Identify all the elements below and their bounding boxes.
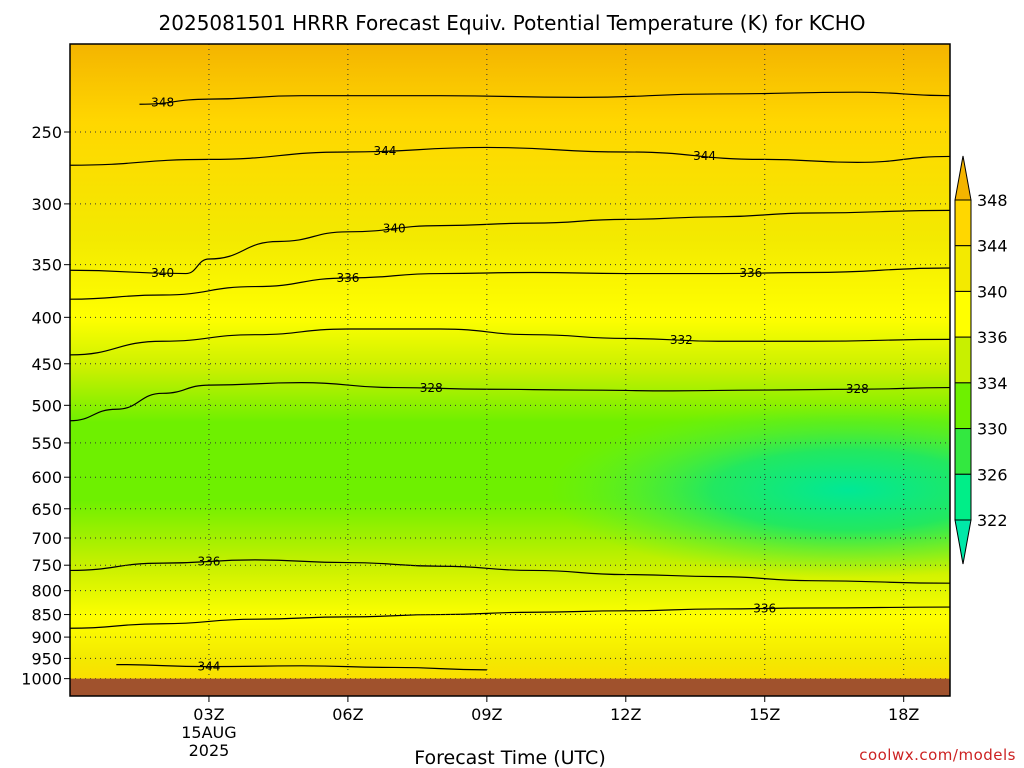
y-tick-label: 1000 bbox=[21, 670, 62, 689]
x-tick-label: 15Z bbox=[749, 705, 780, 724]
y-tick-label: 850 bbox=[31, 606, 62, 625]
contour-line bbox=[70, 267, 950, 300]
pressure-axis: 250 300 350 400 450 500 550 600 650 700 750 800 850 9… bbox=[21, 123, 70, 689]
colorbar-label: 336 bbox=[977, 328, 1008, 347]
colorbar-top-arrow bbox=[954, 155, 972, 201]
colorbar-label: 322 bbox=[977, 511, 1008, 530]
date-label-year: 2025 bbox=[189, 741, 230, 760]
y-tick-label: 550 bbox=[31, 434, 62, 453]
colorbar: 348 344 340 336 334 330 326 322 bbox=[954, 155, 1008, 565]
colorbar-label: 334 bbox=[977, 374, 1008, 393]
contour-label: 332 bbox=[670, 333, 693, 347]
x-tick-label: 03Z bbox=[193, 705, 224, 724]
y-tick-label: 950 bbox=[31, 649, 62, 668]
date-label-day: 15AUG bbox=[181, 723, 236, 742]
y-tick-label: 650 bbox=[31, 500, 62, 519]
y-tick-label: 750 bbox=[31, 556, 62, 575]
contour-line bbox=[70, 328, 950, 356]
contour-line bbox=[116, 663, 487, 671]
colorbar-segment bbox=[954, 290, 972, 338]
contour-label: 336 bbox=[197, 555, 220, 569]
colorbar-label: 344 bbox=[977, 237, 1008, 256]
contour-label: 328 bbox=[420, 381, 443, 395]
contour-label: 344 bbox=[373, 144, 396, 158]
theta-e-minimum-region bbox=[547, 402, 950, 579]
colorbar-label: 326 bbox=[977, 465, 1008, 484]
contour-label: 336 bbox=[336, 271, 359, 285]
colorbar-segment bbox=[954, 199, 972, 247]
x-tick-label: 12Z bbox=[610, 705, 641, 724]
contour-line bbox=[70, 381, 950, 422]
contour-label: 336 bbox=[753, 601, 776, 615]
y-tick-label: 400 bbox=[31, 308, 62, 327]
colorbar-label: 348 bbox=[977, 191, 1008, 210]
x-axis-title: Forecast Time (UTC) bbox=[414, 747, 605, 768]
contour-label: 336 bbox=[739, 266, 762, 280]
plot-border bbox=[69, 43, 951, 697]
contour-lines: 348 344 344 340 340 336 336 332 328 328 336 336 344 bbox=[70, 91, 950, 674]
contour-label: 328 bbox=[846, 382, 869, 396]
colorbar-bottom-arrow bbox=[954, 519, 972, 565]
contour-line bbox=[139, 91, 950, 105]
y-tick-label: 700 bbox=[31, 529, 62, 548]
y-tick-label: 350 bbox=[31, 256, 62, 275]
credit-link[interactable]: coolwx.com/models bbox=[859, 746, 1016, 764]
colorbar-label: 330 bbox=[977, 420, 1008, 439]
x-tick-label: 06Z bbox=[332, 705, 363, 724]
y-tick-label: 250 bbox=[31, 123, 62, 142]
y-tick-label: 600 bbox=[31, 468, 62, 487]
contour-label: 344 bbox=[693, 149, 716, 163]
time-axis: 03Z 06Z 09Z 12Z 15Z 18Z bbox=[193, 696, 919, 724]
colorbar-segment bbox=[954, 473, 972, 521]
contour-line bbox=[70, 606, 950, 629]
colorbar-segment bbox=[954, 336, 972, 384]
y-tick-label: 800 bbox=[31, 582, 62, 601]
y-tick-label: 500 bbox=[31, 396, 62, 415]
x-tick-label: 18Z bbox=[888, 705, 919, 724]
colorbar-segment bbox=[954, 382, 972, 430]
contour-label: 340 bbox=[383, 222, 406, 236]
contour-label: 344 bbox=[197, 660, 220, 674]
x-tick-label: 09Z bbox=[471, 705, 502, 724]
contour-label: 340 bbox=[151, 266, 174, 280]
contour-line bbox=[70, 146, 950, 166]
contour-line bbox=[70, 559, 950, 584]
colorbar-label: 340 bbox=[977, 282, 1008, 301]
colorbar-segment bbox=[954, 428, 972, 475]
y-tick-label: 300 bbox=[31, 195, 62, 214]
plot-area: 348 344 344 340 340 336 336 332 328 328 336 336 344 bbox=[70, 44, 950, 696]
y-tick-label: 900 bbox=[31, 628, 62, 647]
y-tick-label: 450 bbox=[31, 355, 62, 374]
colorbar-segment bbox=[954, 245, 972, 292]
ground-layer bbox=[70, 678, 950, 696]
theta-e-field bbox=[70, 44, 950, 696]
chart-title: 2025081501 HRRR Forecast Equiv. Potentia… bbox=[159, 11, 866, 35]
contour-label: 348 bbox=[151, 96, 174, 110]
